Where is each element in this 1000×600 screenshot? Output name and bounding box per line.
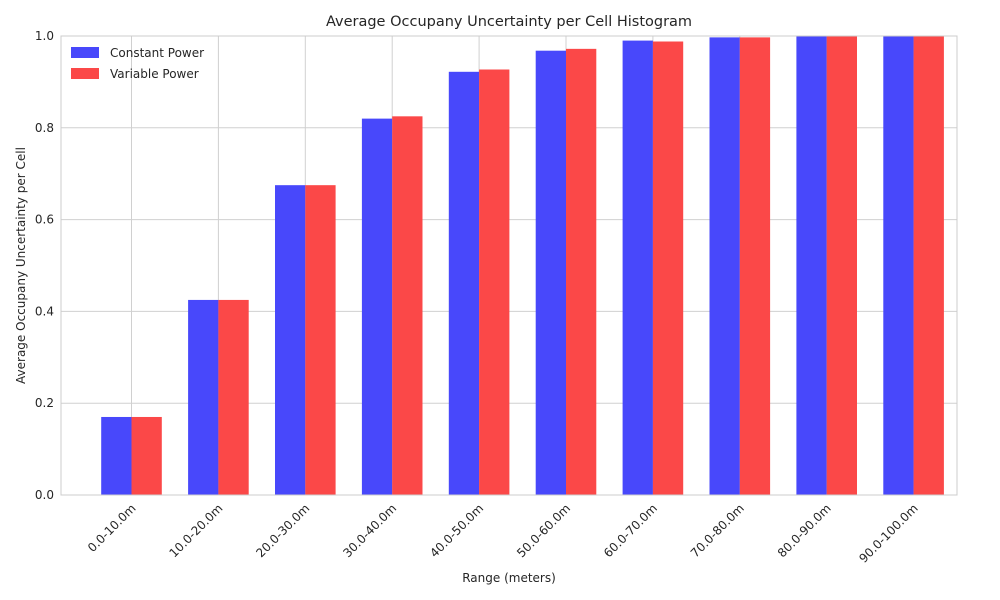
- bar-variable-power: [566, 48, 597, 496]
- bar-constant-power: [709, 37, 740, 495]
- legend-swatch-variable-power: [71, 68, 99, 79]
- legend-label-constant-power: Constant Power: [110, 46, 204, 60]
- bar-variable-power: [305, 185, 336, 496]
- legend-label-variable-power: Variable Power: [110, 67, 199, 81]
- x-tick-label: 20.0-30.0m: [253, 501, 312, 560]
- bar-constant-power: [275, 185, 306, 496]
- bar-constant-power: [448, 71, 480, 495]
- y-tick-label: 0.2: [35, 396, 54, 410]
- bar-variable-power: [826, 36, 857, 496]
- bar-variable-power: [913, 36, 944, 495]
- x-tick-label: 60.0-70.0m: [601, 501, 660, 560]
- bar-constant-power: [622, 40, 653, 496]
- x-tick-label: 0.0-10.0m: [85, 501, 139, 555]
- bar-constant-power: [535, 50, 566, 496]
- x-axis-label: Range (meters): [462, 571, 556, 585]
- x-tick-label: 90.0-100.0m: [856, 501, 920, 565]
- bar-constant-power: [101, 416, 132, 495]
- bar-constant-power: [796, 36, 827, 496]
- y-tick-label: 1.0: [35, 29, 54, 43]
- y-tick-label: 0.4: [35, 304, 54, 318]
- y-tick-labels: 0.0 0.2 0.4 0.6 0.8 1.0: [35, 29, 54, 502]
- bar-constant-power: [361, 118, 393, 496]
- bar-constant-power: [188, 299, 219, 495]
- x-tick-label: 30.0-40.0m: [340, 501, 399, 560]
- y-axis-label: Average Occupany Uncertainty per Cell: [14, 147, 28, 384]
- y-tick-label: 0.0: [35, 488, 54, 502]
- y-tick-label: 0.6: [35, 213, 54, 227]
- chart-title: Average Occupany Uncertainty per Cell Hi…: [326, 14, 692, 30]
- bar-variable-power: [131, 416, 162, 495]
- bar-variable-power: [392, 116, 423, 495]
- bar-variable-power: [652, 41, 684, 496]
- x-tick-label: 40.0-50.0m: [427, 501, 486, 560]
- bars: [101, 36, 944, 496]
- bar-constant-power: [883, 36, 914, 495]
- legend-swatch-constant-power: [71, 47, 99, 58]
- x-tick-label: 80.0-90.0m: [775, 501, 834, 560]
- bar-variable-power: [218, 299, 249, 495]
- legend: Constant Power Variable Power: [71, 46, 204, 81]
- y-tick-label: 0.8: [35, 121, 54, 135]
- x-tick-label: 10.0-20.0m: [167, 501, 226, 560]
- x-tick-label: 50.0-60.0m: [514, 501, 573, 560]
- bar-variable-power: [739, 37, 771, 495]
- x-tick-label: 70.0-80.0m: [688, 501, 747, 560]
- plot-frame: [60, 35, 958, 496]
- bar-variable-power: [479, 69, 510, 495]
- x-tick-labels: 0.0-10.0m 10.0-20.0m 20.0-30.0m 30.0-40.0m 4…: [85, 501, 921, 565]
